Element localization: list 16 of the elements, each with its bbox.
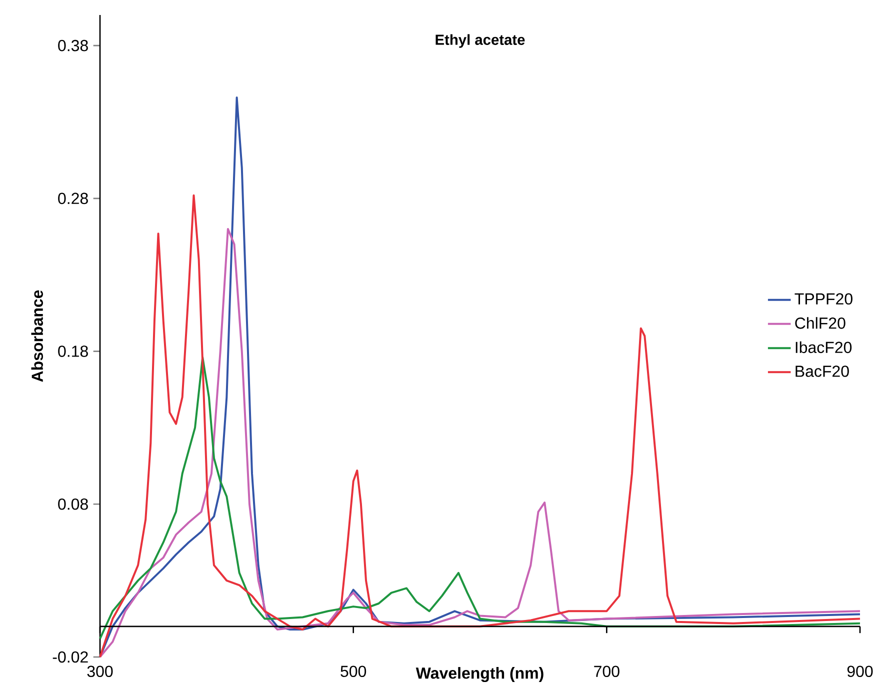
x-tick-label: 700 <box>594 666 620 678</box>
x-tick-label: 900 <box>847 666 873 678</box>
y-axis-title: Absorbance <box>31 290 43 382</box>
legend-label: BacF20 <box>796 366 849 377</box>
text: Ethyl acetate <box>436 34 525 48</box>
y-tick-label: 0.38 <box>58 40 88 52</box>
y-tick-label: -0.02 <box>52 651 88 663</box>
x-axis-title: Wavelength (nm) <box>416 667 544 682</box>
y-tick-label: 0.08 <box>58 498 88 510</box>
legend-label: TPPF20 <box>794 293 852 305</box>
legend-label: ChlF20 <box>795 317 846 329</box>
legend-label: IbacF20 <box>796 341 852 354</box>
x-tick-label: 300 <box>87 666 113 678</box>
y-tick-label: 0.28 <box>58 192 88 204</box>
x-tick-label: 500 <box>340 666 366 678</box>
y-tick-label: 0.18 <box>58 346 88 357</box>
